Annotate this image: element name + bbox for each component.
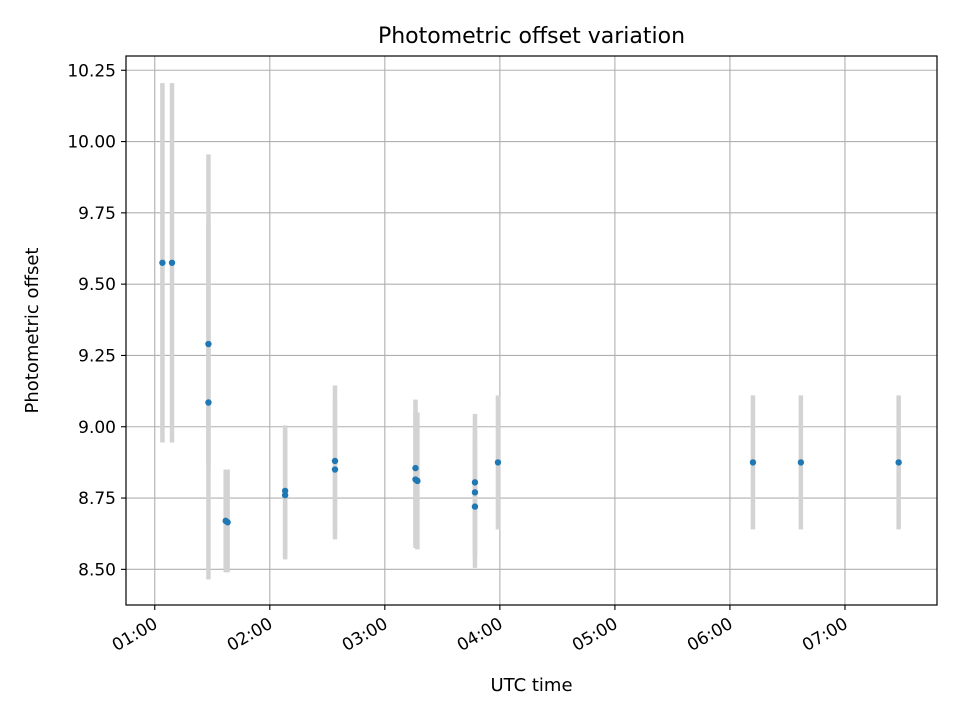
data-point [749, 459, 757, 466]
y-axis-ticks: 8.50 8.75 9.00 9.25 9.50 9.75 10.00 10.25 [67, 61, 126, 580]
data-point [471, 489, 479, 496]
y-tick-label: 9.75 [78, 204, 116, 224]
data-point [159, 259, 166, 266]
data-points [159, 259, 902, 526]
data-point [797, 459, 805, 466]
data-point [331, 466, 339, 473]
y-tick-label: 8.75 [78, 489, 116, 509]
data-point [895, 459, 902, 466]
data-point [224, 519, 231, 526]
plot-frame [125, 55, 938, 606]
data-point [412, 464, 419, 472]
data-point [168, 259, 176, 266]
data-point [471, 503, 479, 510]
grid-lines [126, 56, 937, 605]
y-tick-label: 8.50 [78, 560, 116, 580]
data-point [205, 340, 212, 348]
data-point [494, 459, 502, 466]
y-tick-label: 9.00 [78, 418, 116, 438]
y-tick-label: 9.50 [78, 275, 116, 295]
data-point [205, 399, 212, 406]
data-point [331, 457, 339, 465]
data-point [281, 492, 289, 499]
y-tick-label: 10.25 [67, 61, 116, 81]
data-point [414, 477, 421, 485]
y-axis-label: Photometric offset [22, 248, 43, 414]
y-tick-label: 10.00 [67, 133, 116, 153]
chart-title: Photometric offset variation [378, 24, 685, 49]
y-tick-label: 9.25 [78, 346, 116, 366]
x-axis-label: UTC time [490, 675, 572, 696]
data-point [471, 479, 479, 486]
